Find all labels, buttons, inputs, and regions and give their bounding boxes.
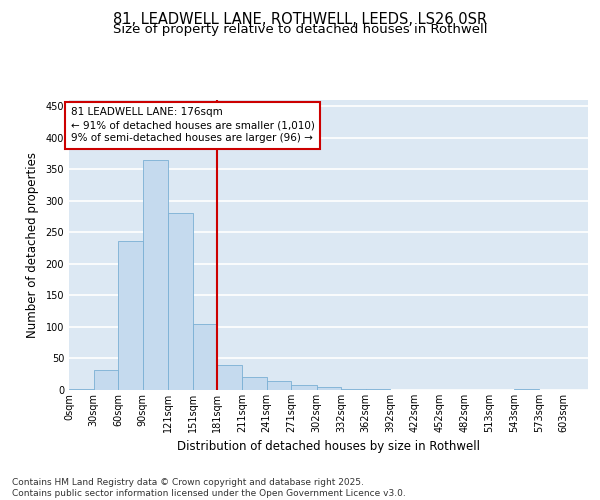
Bar <box>317 387 341 390</box>
Bar <box>341 388 366 390</box>
Bar <box>143 160 168 390</box>
Bar <box>242 378 266 390</box>
Bar <box>266 380 291 390</box>
Bar <box>217 365 242 390</box>
Bar <box>118 240 143 390</box>
Bar <box>69 388 94 390</box>
Text: Contains HM Land Registry data © Crown copyright and database right 2025.
Contai: Contains HM Land Registry data © Crown c… <box>12 478 406 498</box>
Y-axis label: Number of detached properties: Number of detached properties <box>26 152 38 338</box>
Bar <box>291 385 317 390</box>
X-axis label: Distribution of detached houses by size in Rothwell: Distribution of detached houses by size … <box>177 440 480 454</box>
Text: 81, LEADWELL LANE, ROTHWELL, LEEDS, LS26 0SR: 81, LEADWELL LANE, ROTHWELL, LEEDS, LS26… <box>113 12 487 28</box>
Text: 81 LEADWELL LANE: 176sqm
← 91% of detached houses are smaller (1,010)
9% of semi: 81 LEADWELL LANE: 176sqm ← 91% of detach… <box>71 107 314 144</box>
Bar <box>94 370 118 390</box>
Bar <box>193 324 217 390</box>
Text: Size of property relative to detached houses in Rothwell: Size of property relative to detached ho… <box>113 24 487 36</box>
Bar <box>168 214 193 390</box>
